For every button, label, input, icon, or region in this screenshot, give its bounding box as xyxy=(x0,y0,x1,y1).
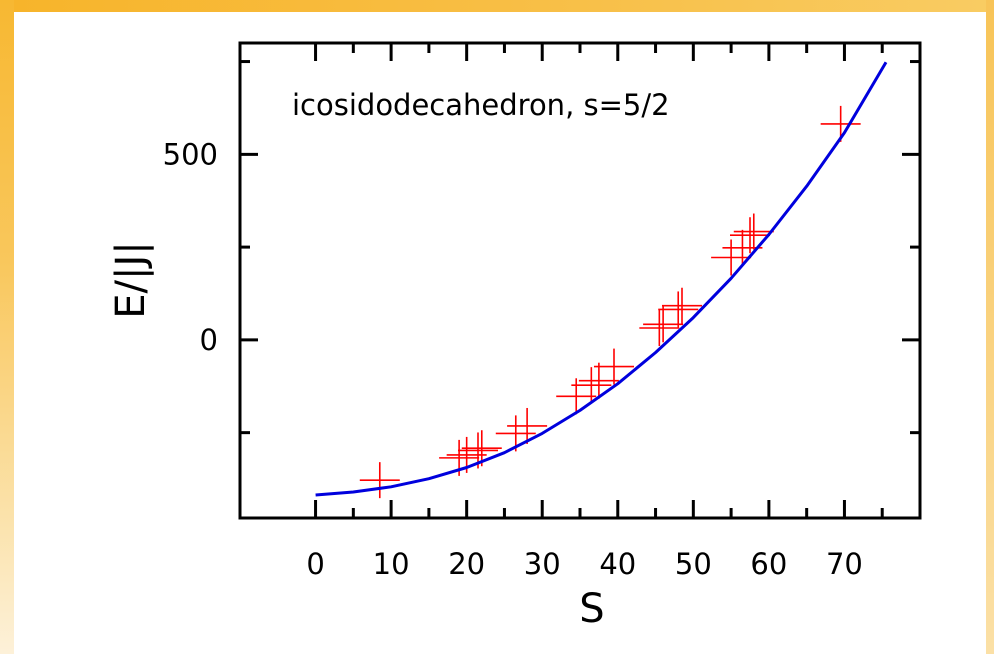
x-tick-label: 10 xyxy=(373,547,410,581)
y-tick-label: 500 xyxy=(163,137,218,171)
x-tick-label: 50 xyxy=(675,547,712,581)
y-axis-label: E/|J| xyxy=(108,241,154,319)
x-tick-label: 20 xyxy=(448,547,485,581)
frame-border-right xyxy=(986,0,994,654)
x-tick-label: 40 xyxy=(599,547,636,581)
x-axis-label: S xyxy=(579,586,604,632)
chart-panel: 0 10 20 30 40 50 60 70 0 500 icosidodecahedron, s… xyxy=(14,12,986,654)
frame-border-top xyxy=(0,0,994,12)
y-tick-label: 0 xyxy=(200,323,218,357)
chart-annotation: icosidodecahedron, s=5/2 xyxy=(292,88,670,122)
frame-border-left xyxy=(0,0,14,654)
fit-curve xyxy=(315,61,888,497)
x-tick-label: 70 xyxy=(826,547,863,581)
x-tick-label: 60 xyxy=(750,547,787,581)
x-tick-label: 0 xyxy=(306,547,324,581)
x-tick-label: 30 xyxy=(524,547,561,581)
chart: 0 10 20 30 40 50 60 70 0 500 icosidodecahedron, s… xyxy=(108,41,922,632)
